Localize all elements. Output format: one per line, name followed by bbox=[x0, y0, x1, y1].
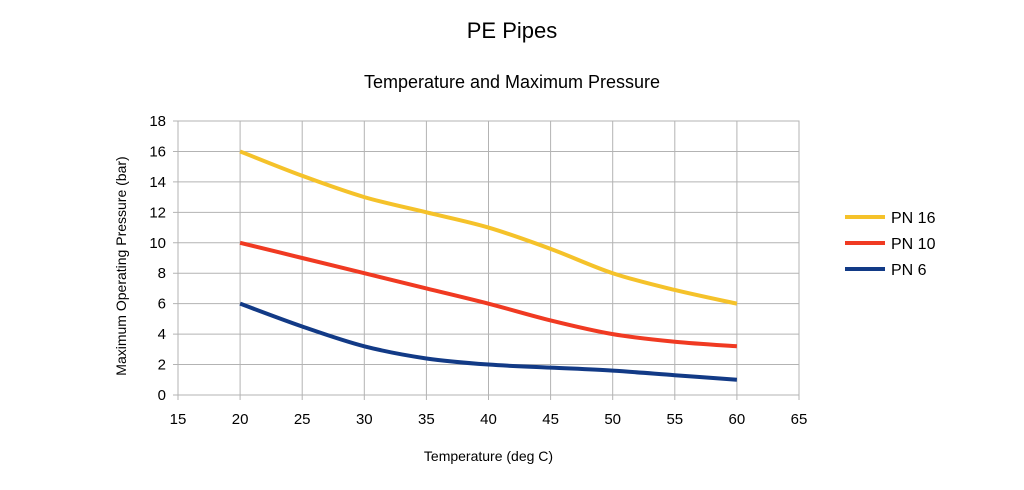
x-tick-label: 15 bbox=[170, 411, 187, 428]
y-tick-label: 8 bbox=[158, 265, 166, 282]
series-lines bbox=[239, 149, 738, 382]
y-tick-label: 18 bbox=[149, 113, 166, 130]
y-axis-ticks: 0 2 4 6 8 10 12 14 16 18 bbox=[149, 113, 166, 404]
y-tick-label: 10 bbox=[149, 235, 166, 252]
series-line-pn-6 bbox=[239, 301, 738, 382]
x-tick-label: 35 bbox=[418, 411, 435, 428]
plot-area bbox=[177, 120, 800, 396]
y-tick-label: 2 bbox=[158, 357, 166, 374]
y-tick-label: 4 bbox=[158, 326, 166, 343]
legend-label-pn-16: PN 16 bbox=[891, 210, 936, 227]
legend: PN 16 PN 10 PN 6 bbox=[845, 210, 936, 279]
x-axis-label: Temperature (deg C) bbox=[424, 448, 553, 464]
legend-label-pn-10: PN 10 bbox=[891, 236, 936, 253]
y-tick-label: 0 bbox=[158, 387, 166, 404]
x-tick-label: 40 bbox=[480, 411, 497, 428]
y-tick-label: 16 bbox=[149, 143, 166, 160]
y-tick-label: 12 bbox=[149, 204, 166, 221]
y-axis-label: Maximum Operating Pressure (bar) bbox=[113, 156, 129, 375]
chart-title: PE Pipes bbox=[466, 18, 558, 43]
x-tick-label: 45 bbox=[542, 411, 559, 428]
x-tick-label: 25 bbox=[294, 411, 311, 428]
x-axis-ticks: 15 20 25 30 35 40 45 50 55 60 65 bbox=[170, 411, 808, 428]
series-line-pn-10 bbox=[239, 240, 738, 349]
x-tick-label: 65 bbox=[791, 411, 808, 428]
x-tick-label: 30 bbox=[356, 411, 373, 428]
legend-label-pn-6: PN 6 bbox=[891, 262, 927, 279]
series-line-pn-16 bbox=[239, 149, 738, 306]
x-tick-label: 55 bbox=[666, 411, 683, 428]
y-tick-label: 14 bbox=[149, 174, 166, 191]
chart-subtitle: Temperature and Maximum Pressure bbox=[363, 72, 661, 92]
y-tick-label: 6 bbox=[158, 296, 166, 313]
x-tick-label: 20 bbox=[232, 411, 249, 428]
x-tick-label: 50 bbox=[604, 411, 621, 428]
x-tick-label: 60 bbox=[729, 411, 746, 428]
